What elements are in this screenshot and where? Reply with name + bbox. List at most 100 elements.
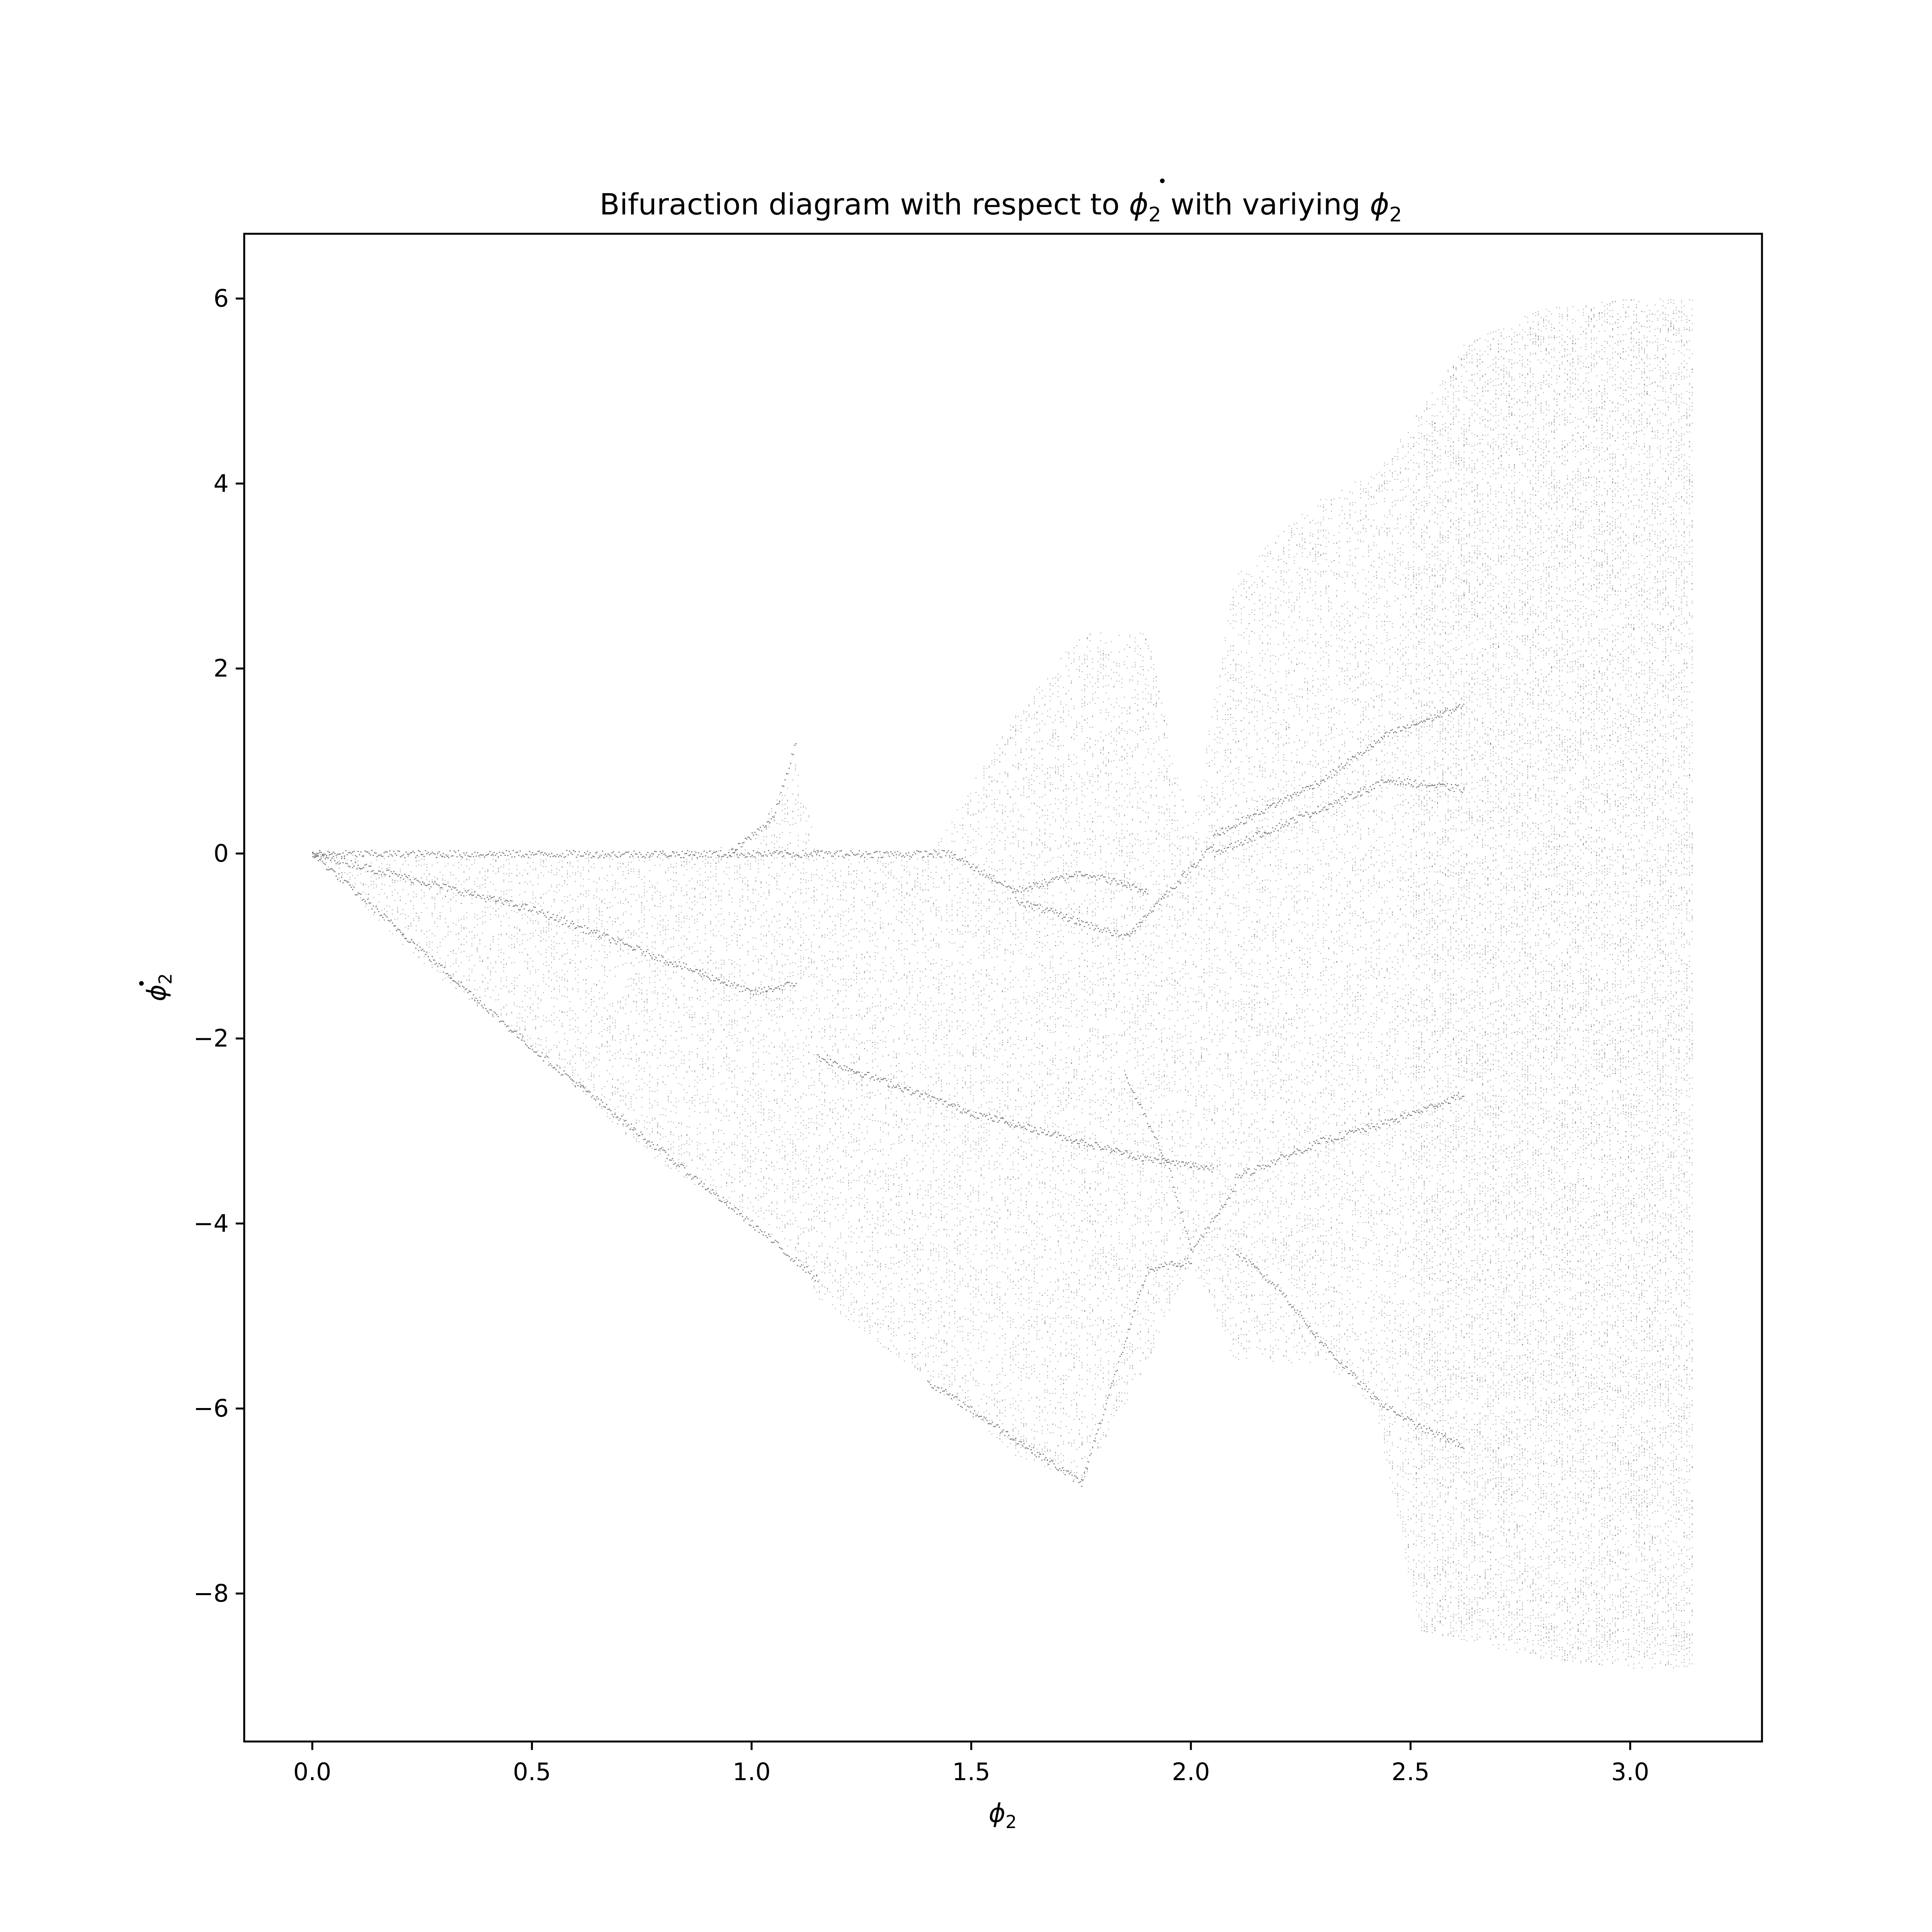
data-point	[668, 1121, 669, 1122]
data-point	[747, 856, 748, 857]
data-point	[734, 1077, 735, 1078]
data-point	[705, 1179, 706, 1180]
data-point	[843, 889, 844, 891]
data-point	[662, 1046, 663, 1047]
data-point	[789, 1196, 791, 1197]
data-point	[681, 1135, 682, 1136]
data-point	[776, 1016, 778, 1018]
data-point	[795, 859, 796, 861]
data-point	[410, 880, 412, 882]
data-point	[824, 1293, 825, 1295]
data-point	[620, 1100, 621, 1101]
data-point	[689, 948, 690, 950]
data-point	[845, 1315, 847, 1317]
data-point	[514, 927, 515, 929]
data-point	[509, 990, 510, 992]
data-point	[729, 893, 730, 895]
data-point	[461, 884, 462, 885]
data-point	[580, 1087, 582, 1088]
data-point	[689, 918, 690, 920]
data-point	[599, 910, 600, 912]
data-point	[853, 961, 855, 963]
data-point	[745, 1067, 746, 1068]
data-point	[835, 1086, 836, 1088]
data-point	[657, 1078, 658, 1080]
data-point	[500, 977, 502, 979]
data-point	[843, 985, 844, 986]
data-point	[718, 900, 719, 901]
data-point	[543, 902, 544, 903]
data-point	[442, 856, 444, 857]
data-point	[553, 1012, 555, 1014]
data-point	[806, 1161, 807, 1162]
data-point	[355, 883, 356, 884]
data-point	[519, 1013, 520, 1014]
data-point	[850, 1105, 852, 1107]
data-point	[705, 1079, 706, 1080]
data-point	[463, 927, 465, 929]
data-point	[458, 966, 459, 967]
data-point	[519, 929, 520, 930]
data-point	[705, 897, 706, 898]
data-point	[665, 1115, 666, 1116]
data-point	[787, 923, 788, 925]
data-point	[524, 881, 526, 883]
data-point	[622, 1126, 624, 1127]
data-point	[527, 987, 528, 988]
data-point	[752, 949, 754, 950]
data-point	[426, 864, 427, 865]
data-point	[795, 1249, 796, 1251]
data-point	[726, 1055, 727, 1057]
data-point	[540, 940, 542, 942]
data-point	[832, 1071, 833, 1073]
data-point	[691, 859, 693, 861]
data-point	[509, 992, 510, 993]
data-point	[827, 1055, 828, 1056]
data-point	[694, 1016, 696, 1018]
data-point	[662, 1005, 663, 1007]
data-point	[631, 1059, 632, 1060]
data-point	[813, 1287, 815, 1289]
data-point	[843, 1008, 844, 1010]
data-point	[758, 1111, 759, 1113]
data-point	[625, 986, 626, 987]
data-point	[599, 936, 600, 937]
data-point	[787, 1223, 788, 1224]
data-point	[662, 1081, 663, 1082]
data-point	[736, 1041, 738, 1042]
data-point	[853, 1320, 855, 1321]
data-point	[763, 1034, 764, 1035]
data-point	[675, 886, 677, 888]
data-point	[776, 841, 778, 842]
data-point	[474, 937, 475, 939]
data-point	[524, 1021, 526, 1022]
data-point	[837, 1238, 839, 1240]
data-point	[405, 938, 406, 940]
data-point	[649, 1141, 650, 1143]
data-point	[718, 1020, 719, 1022]
data-point	[721, 890, 722, 892]
data-point	[678, 1122, 680, 1124]
data-point	[607, 1041, 608, 1042]
data-point	[721, 1130, 722, 1131]
data-point	[638, 980, 640, 981]
data-point	[418, 957, 420, 959]
data-point	[827, 1085, 828, 1086]
data-point	[766, 919, 767, 921]
data-point	[821, 1245, 823, 1246]
data-point	[774, 1100, 775, 1101]
data-point	[806, 1258, 807, 1259]
data-point	[731, 1182, 733, 1184]
data-point	[779, 998, 780, 1000]
data-point	[840, 1290, 841, 1291]
data-point	[798, 856, 799, 858]
data-point	[543, 981, 544, 982]
data-point	[811, 961, 812, 962]
data-point	[646, 1140, 648, 1141]
data-point	[859, 995, 860, 996]
data-point	[742, 1179, 743, 1180]
data-point	[405, 918, 406, 919]
data-point	[649, 1091, 650, 1092]
data-point	[782, 1066, 783, 1068]
data-point	[543, 930, 544, 931]
